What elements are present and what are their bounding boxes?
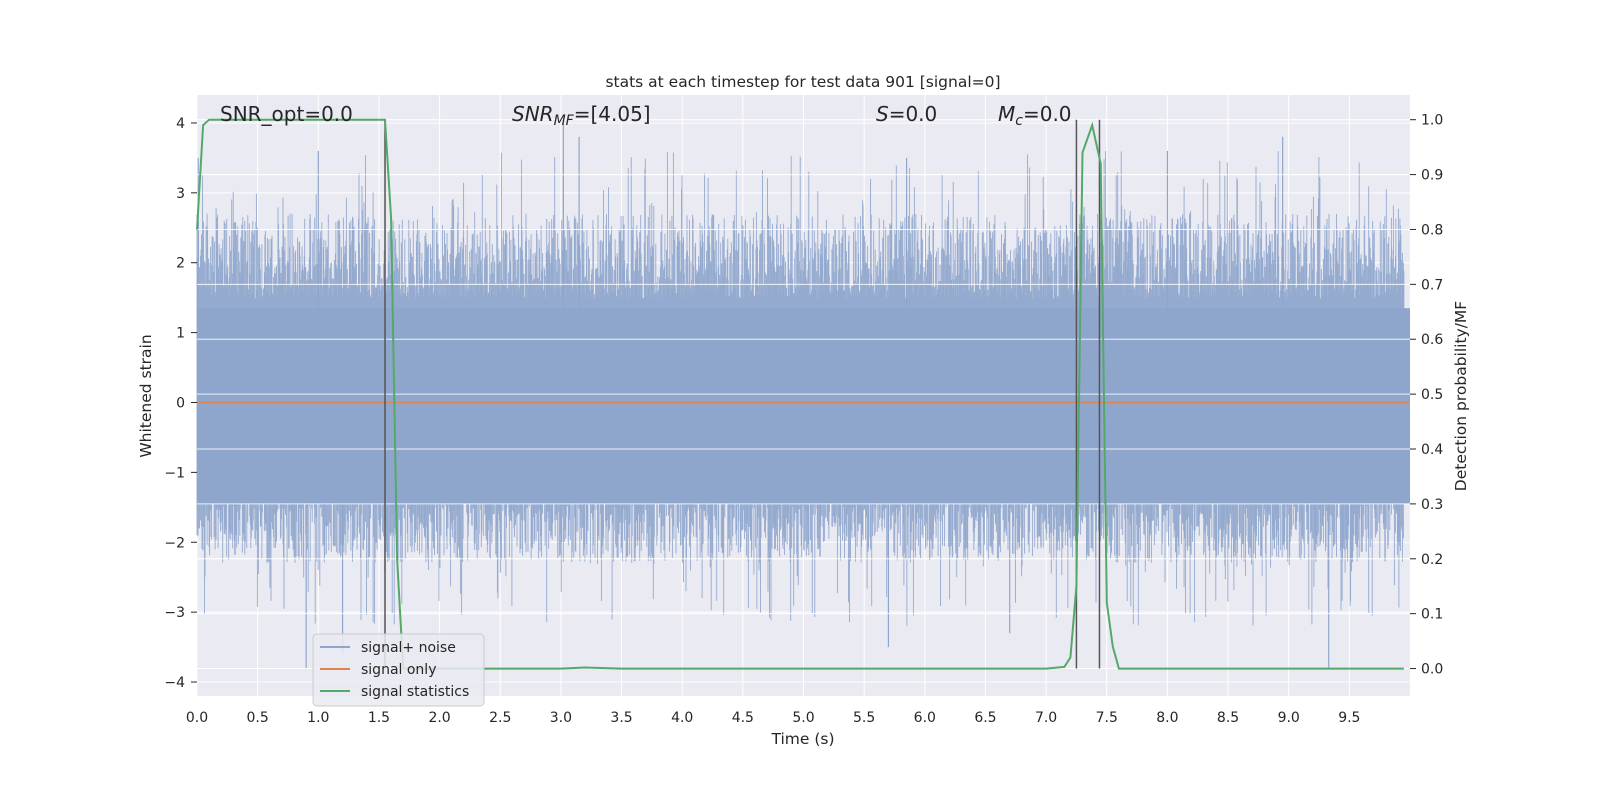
y-right-tick-label: 0.7 — [1421, 277, 1443, 293]
x-tick-label: 8.0 — [1156, 710, 1178, 726]
annotation-mc: Mc=0.0 — [998, 102, 1072, 129]
annotation-snr-mf-subscript: MF — [554, 113, 575, 129]
y-left-tick-label: 2 — [176, 256, 185, 272]
x-tick-label: 3.5 — [610, 710, 632, 726]
y-right-tick-label: 0.3 — [1421, 497, 1443, 513]
y-right-tick-label: 0.0 — [1421, 662, 1443, 678]
y-right-tick-label: 0.8 — [1421, 222, 1443, 238]
x-tick-label: 9.5 — [1338, 710, 1360, 726]
y-axis-right-ticks: 1.0 0.9 0.8 0.7 0.6 0.5 0.4 0.3 0.2 0.1 0.0 — [1410, 113, 1443, 678]
y-left-tick-label: −1 — [164, 465, 185, 481]
x-tick-label: 1.0 — [307, 710, 329, 726]
legend-label-signal-statistics: signal statistics — [361, 684, 469, 700]
legend-label-signal-only: signal only — [361, 662, 436, 678]
y-axis-right-label: Detection probability/MF — [1452, 301, 1470, 492]
x-tick-label: 7.0 — [1035, 710, 1057, 726]
x-tick-label: 4.0 — [671, 710, 693, 726]
annotation-snr-opt: SNR_opt=0.0 — [220, 102, 353, 126]
noise-core-band — [197, 308, 1410, 504]
x-tick-label: 5.5 — [853, 710, 875, 726]
y-left-tick-label: 3 — [176, 186, 185, 202]
annotation-snr-mf-value: =[4.05] — [574, 102, 651, 126]
annotation-snr-mf-symbol: SNR — [512, 102, 554, 126]
legend: signal+ noise signal only signal statist… — [312, 633, 485, 707]
y-right-tick-label: 0.2 — [1421, 552, 1443, 568]
x-tick-label: 3.0 — [550, 710, 572, 726]
x-tick-label: 5.0 — [792, 710, 814, 726]
x-tick-label: 2.0 — [428, 710, 450, 726]
signal-statistics-line — [196, 118, 1404, 670]
legend-label-noise: signal+ noise — [361, 640, 456, 656]
x-axis-ticks: 0.0 0.5 1.0 1.5 2.0 2.5 3.0 3.5 4.0 4.5 5.0 5.5 6.0 6… — [186, 710, 1361, 726]
y-left-tick-label: 0 — [176, 395, 185, 411]
y-right-tick-label: 0.4 — [1421, 442, 1443, 458]
y-right-tick-label: 0.9 — [1421, 168, 1443, 184]
y-right-tick-label: 1.0 — [1421, 113, 1443, 129]
x-tick-label: 2.5 — [489, 710, 511, 726]
y-right-tick-label: 0.6 — [1421, 332, 1443, 348]
annotation-mc-symbol: M — [998, 102, 1015, 126]
x-tick-label: 1.5 — [368, 710, 390, 726]
x-tick-label: 4.5 — [732, 710, 754, 726]
y-left-tick-label: −2 — [164, 535, 185, 551]
annotation-snr-mf: SNRMF=[4.05] — [512, 102, 651, 129]
y-axis-left-label: Whitened strain — [137, 334, 155, 457]
y-right-tick-label: 0.5 — [1421, 387, 1443, 403]
annotation-s: S=0.0 — [876, 102, 937, 126]
legend-box — [312, 633, 485, 707]
x-tick-label: 6.0 — [914, 710, 936, 726]
annotation-s-value: =0.0 — [889, 102, 938, 126]
y-left-tick-label: 1 — [176, 326, 185, 342]
x-tick-label: 0.0 — [186, 710, 208, 726]
x-tick-label: 8.5 — [1217, 710, 1239, 726]
y-left-tick-label: −3 — [164, 605, 185, 621]
y-right-tick-label: 0.1 — [1421, 607, 1443, 623]
y-left-tick-label: 4 — [176, 116, 185, 132]
x-tick-label: 9.0 — [1278, 710, 1300, 726]
x-tick-label: 6.5 — [974, 710, 996, 726]
annotation-mc-subscript: c — [1015, 113, 1023, 129]
y-axis-left-ticks: 4 3 2 1 0 −1 −2 −3 −4 — [164, 116, 197, 691]
chart-title: stats at each timestep for test data 901… — [605, 73, 1000, 91]
x-tick-label: 0.5 — [247, 710, 269, 726]
annotation-mc-value: =0.0 — [1023, 102, 1072, 126]
annotation-s-symbol: S — [876, 102, 889, 126]
x-tick-label: 7.5 — [1096, 710, 1118, 726]
x-axis-label: Time (s) — [770, 730, 834, 748]
y-left-tick-label: −4 — [164, 675, 185, 691]
